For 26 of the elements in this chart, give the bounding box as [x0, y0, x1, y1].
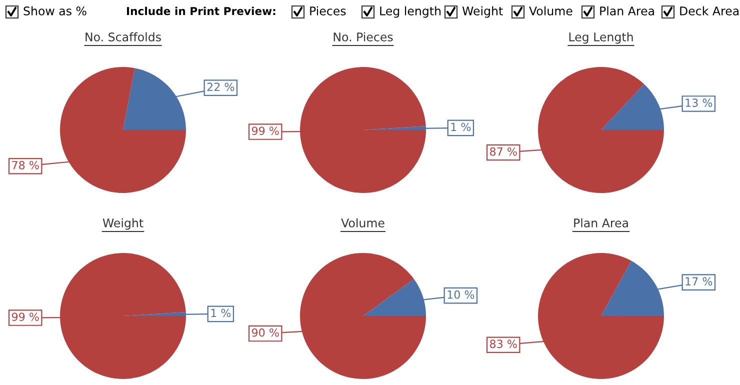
chart-title: No. Scaffolds — [86, 32, 161, 42]
data-label: 83 % — [490, 340, 517, 348]
text: Weight — [462, 6, 503, 18]
text: Pieces — [310, 6, 346, 16]
data-label: 90 % — [252, 328, 279, 337]
data-label: 1 % — [451, 122, 471, 132]
data-label: 1 % — [211, 308, 231, 318]
data-label: 87 % — [490, 147, 517, 156]
data-label: 99 % — [252, 126, 279, 136]
data-label: 17 % — [686, 277, 712, 286]
text: Deck Area — [680, 6, 739, 16]
chart-title: Volume — [341, 218, 384, 228]
chart-title: Plan Area — [574, 218, 628, 228]
text: Show as % — [24, 6, 86, 16]
text: Include in Print Preview: — [126, 6, 276, 16]
data-label: 13 % — [686, 98, 712, 107]
text: Volume — [529, 6, 572, 16]
data-label: 99 % — [12, 312, 39, 322]
text: Leg length — [380, 6, 441, 18]
data-label: 78 % — [12, 160, 39, 170]
data-label: 10 % — [448, 290, 474, 299]
text: Plan Area — [600, 6, 654, 16]
chart-title: Weight — [102, 218, 144, 230]
data-label: 22 % — [207, 82, 234, 92]
chart-title: No. Pieces — [334, 32, 393, 42]
chart-title: Leg Length — [569, 32, 633, 44]
